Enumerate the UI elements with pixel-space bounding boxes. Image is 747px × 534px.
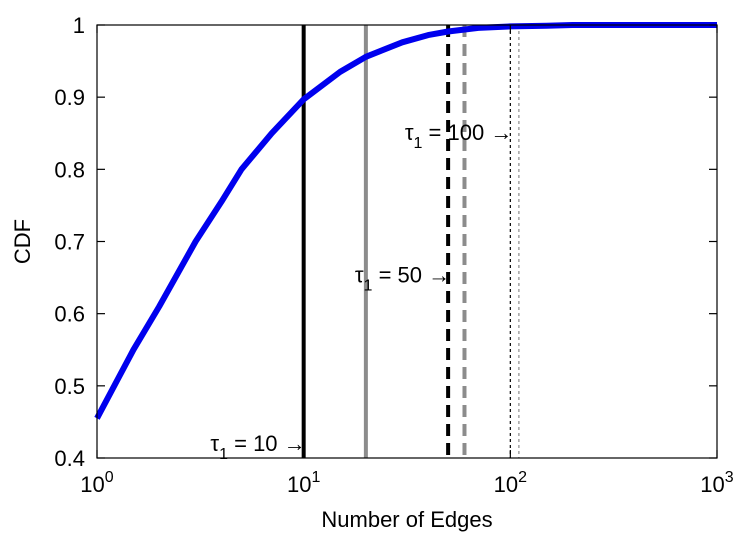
y-tick-label-4: 0.8 <box>54 157 85 182</box>
x-tick-label-3: 103 <box>700 469 733 497</box>
annotations: τ1 = 10 →τ1 = 50 →τ1 = 100 → <box>210 120 512 463</box>
annotation-1: τ1 = 50 → <box>355 263 450 295</box>
cdf-line-0 <box>94 22 717 420</box>
x-tick-exponent: 1 <box>311 469 320 486</box>
y-tick-label-5: 0.9 <box>54 85 85 110</box>
tick-marks <box>96 24 718 459</box>
x-tick-label-0: 100 <box>80 469 113 497</box>
y-tick-label-3: 0.7 <box>54 230 85 255</box>
x-tick-exponent: 2 <box>518 469 527 486</box>
x-tick-exponent: 0 <box>105 469 114 486</box>
series-group <box>94 22 717 420</box>
annotation-value: = 50 → <box>372 263 450 288</box>
y-tick-label-0: 0.4 <box>54 446 85 471</box>
annotation-2: τ1 = 100 → <box>405 120 513 152</box>
annotation-symbol: τ <box>405 120 414 145</box>
x-tick-label-2: 102 <box>494 469 527 497</box>
annotation-symbol: τ <box>210 431 219 456</box>
plot-frame <box>96 24 718 459</box>
annotation-value: = 10 → <box>228 431 306 456</box>
x-tick-label-1: 101 <box>287 469 320 497</box>
x-tick-exponent: 3 <box>725 469 734 486</box>
y-tick-label-6: 1 <box>73 13 85 38</box>
y-axis-label: CDF <box>10 219 35 264</box>
y-tick-label-1: 0.5 <box>54 374 85 399</box>
x-tick-base: 10 <box>700 472 724 497</box>
threshold-lines <box>301 25 520 458</box>
x-tick-base: 10 <box>80 472 104 497</box>
x-tick-base: 10 <box>494 472 518 497</box>
annotation-symbol: τ <box>355 263 364 288</box>
annotation-subscript: 1 <box>364 278 373 295</box>
x-tick-base: 10 <box>287 472 311 497</box>
x-axis-label: Number of Edges <box>321 507 492 532</box>
y-tick-label-2: 0.6 <box>54 302 85 327</box>
annotation-0: τ1 = 10 → <box>210 431 305 463</box>
annotation-subscript: 1 <box>414 135 423 152</box>
annotation-subscript: 1 <box>219 446 228 463</box>
annotation-value: = 100 → <box>422 120 512 145</box>
